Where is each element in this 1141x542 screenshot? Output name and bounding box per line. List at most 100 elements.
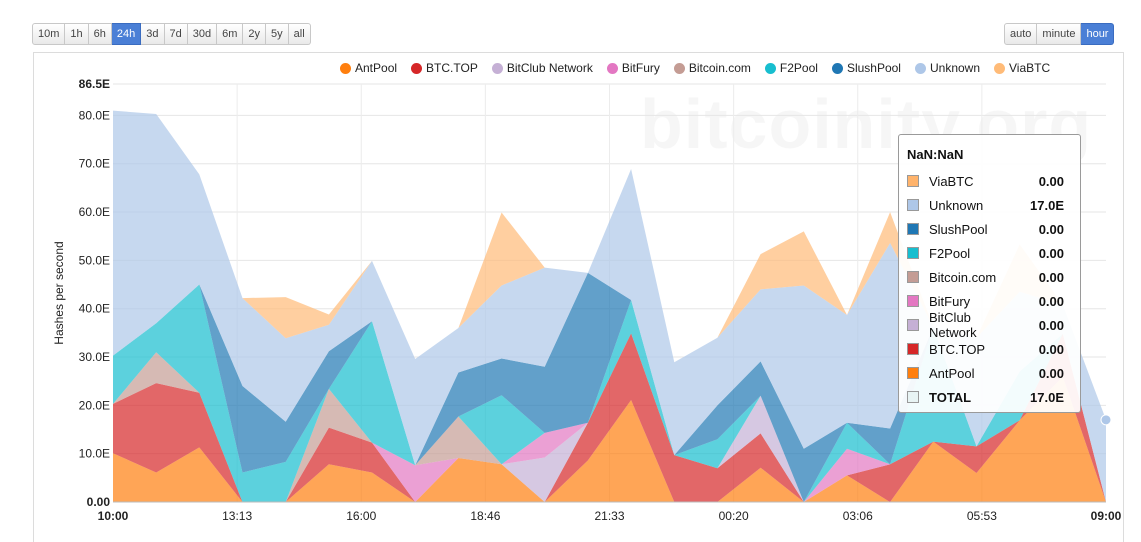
x-tick-label: 21:33	[594, 509, 624, 523]
range-button-5y[interactable]: 5y	[266, 23, 289, 45]
legend-label: BitClub Network	[506, 61, 593, 75]
y-tick-label: 86.5E	[79, 77, 110, 91]
tooltip-series-name: BitClub Network	[929, 310, 977, 340]
legend-label: BTC.TOP	[426, 61, 478, 75]
y-tick-label: 70.0E	[79, 157, 110, 171]
tooltip-series-value: 17.0E	[1030, 197, 1064, 213]
tooltip-row: TOTAL 17.0E	[899, 385, 1080, 409]
tooltip-row: AntPool 0.00	[899, 361, 1080, 385]
y-tick-label: 10.0E	[79, 447, 110, 461]
legend-item-btc-top[interactable]: BTC.TOP	[411, 61, 478, 75]
tooltip-series-value: 0.00	[1038, 221, 1064, 237]
interval-button-auto[interactable]: auto	[1004, 23, 1038, 45]
tooltip-series-name: AntPool	[929, 365, 975, 381]
legend-item-antpool[interactable]: AntPool	[340, 61, 397, 75]
tooltip-row: BTC.TOP 0.00	[899, 337, 1080, 361]
tooltip-swatch	[907, 295, 919, 307]
area-btc-top	[113, 333, 1106, 502]
tooltip-swatch	[907, 271, 919, 283]
tooltip-swatch	[907, 199, 919, 211]
hover-point-marker	[1100, 414, 1112, 426]
x-tick-label: 13:13	[222, 509, 252, 523]
tooltip-row: F2Pool 0.00	[899, 241, 1080, 265]
legend-item-slushpool[interactable]: SlushPool	[831, 61, 901, 75]
legend-item-f2pool[interactable]: F2Pool	[764, 61, 818, 75]
tooltip-series-name: F2Pool	[929, 245, 971, 261]
x-tick-label: 05:53	[967, 509, 997, 523]
tooltip-series-name: BitFury	[929, 293, 971, 309]
legend-item-bitcoin-com[interactable]: Bitcoin.com	[673, 61, 751, 75]
range-button-7d[interactable]: 7d	[164, 23, 188, 45]
time-range-selector: 10m 1h 6h 24h 3d 7d 30d 6m 2y 5y all	[32, 23, 311, 45]
tooltip-series-name: Unknown	[929, 197, 984, 213]
legend-label: BitFury	[621, 61, 660, 75]
tooltip-series-value: 0.00	[1038, 173, 1064, 189]
tooltip-series-value: 0.00	[1038, 317, 1064, 333]
tooltip-series-name: SlushPool	[929, 221, 988, 237]
y-tick-label: 80.0E	[79, 108, 110, 122]
x-tick-label: 18:46	[470, 509, 500, 523]
y-tick-label: 20.0E	[79, 398, 110, 412]
legend-label: Unknown	[929, 61, 981, 75]
y-tick-label: 30.0E	[79, 350, 110, 364]
interval-button-hour[interactable]: hour	[1081, 23, 1115, 45]
y-axis-label: Hashes per second	[52, 241, 66, 344]
legend-label: ViaBTC	[1009, 61, 1051, 75]
tooltip-swatch	[907, 223, 919, 235]
tooltip-series-name: TOTAL	[929, 389, 972, 405]
tooltip-series-value: 0.00	[1038, 341, 1064, 357]
legend-swatch	[914, 62, 926, 74]
tooltip-series-name: BTC.TOP	[929, 341, 986, 357]
legend-label: Bitcoin.com	[688, 61, 751, 75]
range-button-6h[interactable]: 6h	[88, 23, 112, 45]
legend-item-unknown[interactable]: Unknown	[914, 61, 981, 75]
range-button-10m[interactable]: 10m	[32, 23, 66, 45]
legend-swatch	[994, 62, 1006, 74]
tooltip-series-value: 17.0E	[1030, 389, 1064, 405]
legend-swatch	[491, 62, 503, 74]
chart-legend: AntPool BTC.TOP BitClub Network BitFury Bitc…	[340, 61, 1064, 75]
range-button-3d[interactable]: 3d	[141, 23, 165, 45]
tooltip-row: BitClub Network 0.00	[899, 310, 1080, 340]
x-tick-label: 09:00	[1091, 509, 1122, 523]
tooltip-swatch	[907, 343, 919, 355]
tooltip-series-value: 0.00	[1038, 245, 1064, 261]
tooltip-series-value: 0.00	[1038, 365, 1064, 381]
y-tick-label: 0.00	[87, 495, 111, 509]
area-antpool	[113, 376, 1106, 502]
tooltip-swatch	[907, 319, 919, 331]
legend-swatch	[411, 62, 423, 74]
range-button-24h[interactable]: 24h	[111, 23, 142, 45]
legend-swatch	[764, 62, 776, 74]
interval-button-minute[interactable]: minute	[1037, 23, 1082, 45]
tooltip-row: Bitcoin.com 0.00	[899, 265, 1080, 289]
legend-item-bitclub-network[interactable]: BitClub Network	[491, 61, 593, 75]
x-tick-label: 00:20	[719, 509, 749, 523]
x-tick-label: 16:00	[346, 509, 376, 523]
tooltip-swatch	[907, 367, 919, 379]
range-button-1h[interactable]: 1h	[65, 23, 89, 45]
area-bitfury	[113, 333, 1106, 502]
hover-tooltip: NaN:NaN ViaBTC 0.00 Unknown 17.0E SlushPool 0…	[898, 134, 1081, 413]
tooltip-swatch	[907, 247, 919, 259]
x-tick-label: 10:00	[98, 509, 129, 523]
range-button-all[interactable]: all	[288, 23, 311, 45]
legend-item-bitfury[interactable]: BitFury	[606, 61, 660, 75]
y-tick-label: 40.0E	[79, 302, 110, 316]
legend-swatch	[673, 62, 685, 74]
interval-selector: auto minute hour	[1004, 23, 1115, 45]
tooltip-swatch	[907, 391, 919, 403]
tooltip-row: ViaBTC 0.00	[899, 169, 1080, 193]
chart-frame	[33, 52, 1124, 542]
tooltip-series-value: 0.00	[1038, 293, 1064, 309]
legend-item-viabtc[interactable]: ViaBTC	[994, 61, 1050, 75]
range-button-30d[interactable]: 30d	[187, 23, 218, 45]
range-button-6m[interactable]: 6m	[217, 23, 244, 45]
tooltip-row: BitFury 0.00	[899, 289, 1080, 313]
range-button-2y[interactable]: 2y	[243, 23, 267, 45]
legend-label: SlushPool	[846, 61, 901, 75]
tooltip-series-value: 0.00	[1038, 269, 1064, 285]
area-f2pool	[113, 284, 1106, 502]
area-slushpool	[113, 272, 1106, 502]
legend-swatch	[340, 62, 351, 74]
